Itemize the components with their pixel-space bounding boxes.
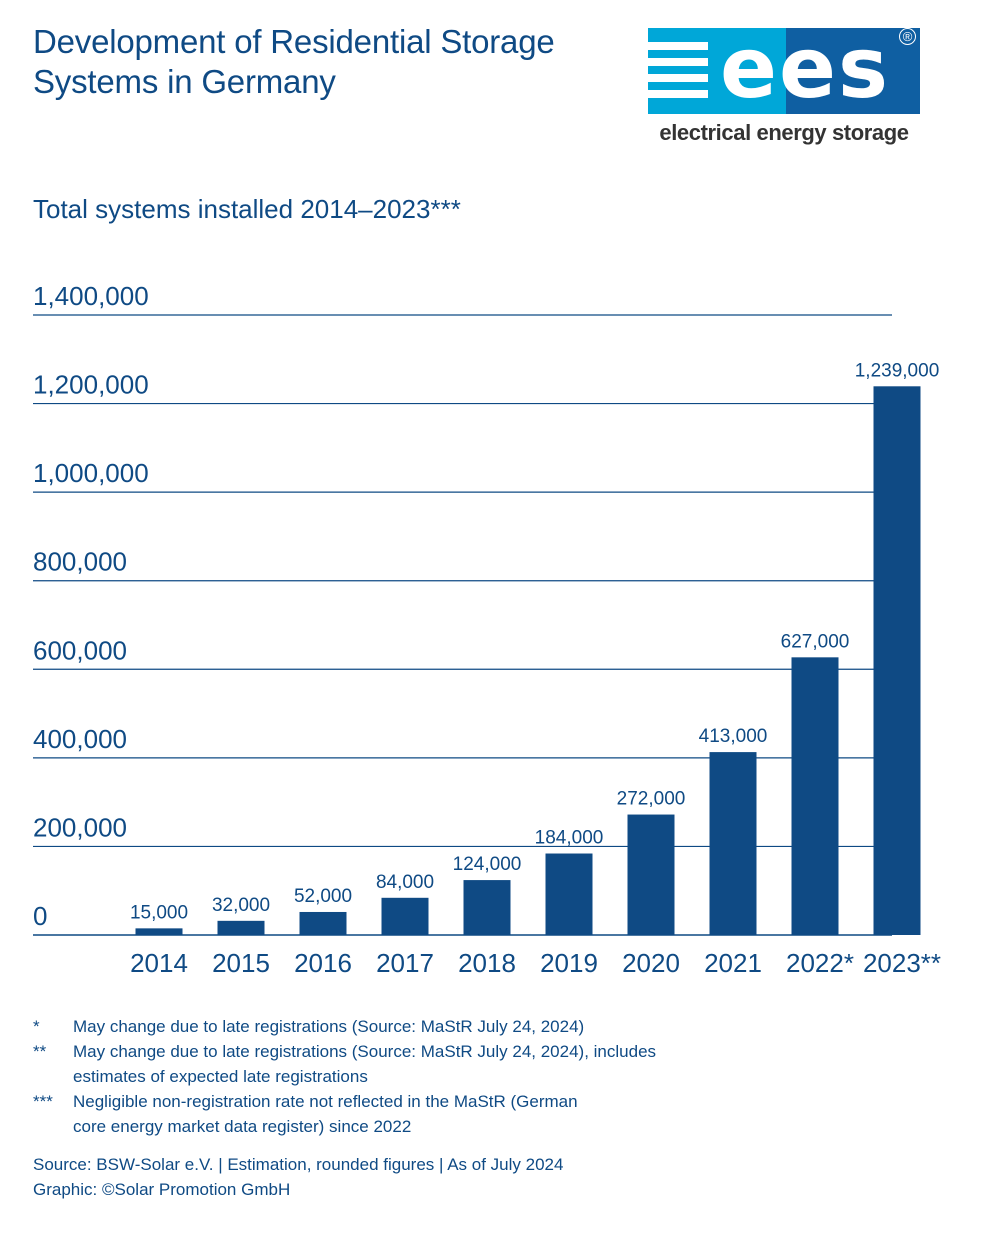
- source-line: Source: BSW-Solar e.V. | Estimation, rou…: [33, 1155, 564, 1174]
- bar: [545, 853, 593, 935]
- bar: [627, 814, 675, 935]
- y-tick-label: 1,000,000: [33, 458, 149, 488]
- bar-chart: 0 200,000 400,000 600,000 800,000 1,000,000 1,…: [33, 281, 941, 978]
- bar: [709, 752, 757, 935]
- x-tick-label: 2022*: [786, 948, 854, 978]
- logo-box: ees ®: [648, 20, 920, 116]
- source-info: Source: BSW-Solar e.V. | Estimation, rou…: [33, 1152, 563, 1202]
- x-tick-label: 2014: [130, 948, 188, 978]
- data-label: 413,000: [699, 726, 768, 747]
- footnote-text: Negligible non-registration rate not ref…: [73, 1092, 578, 1136]
- footnote-mark: *: [33, 1017, 40, 1036]
- x-tick-label: 2016: [294, 948, 352, 978]
- footnotes: * May change due to late registrations (…: [33, 1014, 713, 1139]
- x-tick-label: 2023**: [863, 948, 941, 978]
- x-tick-label: 2020: [622, 948, 680, 978]
- bar: [791, 657, 839, 935]
- registered-mark: ®: [899, 28, 916, 45]
- data-label: 15,000: [130, 902, 188, 923]
- data-label: 124,000: [453, 854, 522, 875]
- bar: [135, 928, 183, 935]
- data-label: 184,000: [535, 828, 604, 849]
- bar: [463, 880, 511, 935]
- logo-letters: ees: [720, 19, 890, 117]
- footnote-mark: **: [33, 1042, 47, 1061]
- bar: [873, 386, 921, 935]
- ees-logo: ees ® electrical energy storage: [648, 20, 920, 152]
- footnote-mark: ***: [33, 1092, 53, 1111]
- chart-subtitle: Total systems installed 2014–2023***: [33, 194, 461, 224]
- logo-tagline: electrical energy storage: [659, 120, 909, 145]
- bar: [299, 911, 347, 935]
- x-tick-label: 2019: [540, 948, 598, 978]
- y-tick-label: 400,000: [33, 724, 127, 754]
- x-tick-label: 2021: [704, 948, 762, 978]
- y-tick-label: 200,000: [33, 812, 127, 842]
- y-tick-label: 0: [33, 901, 47, 931]
- y-tick-label: 800,000: [33, 547, 127, 577]
- y-tick-label: 1,400,000: [33, 281, 149, 311]
- graphic-credit: Graphic: ©Solar Promotion GmbH: [33, 1180, 291, 1199]
- data-label: 272,000: [617, 789, 686, 810]
- x-tick-label: 2018: [458, 948, 516, 978]
- data-label: 627,000: [781, 631, 850, 652]
- y-tick-label: 1,200,000: [33, 370, 149, 400]
- footnote: *** Negligible non-registration rate not…: [33, 1089, 713, 1139]
- data-label: 84,000: [376, 872, 434, 893]
- bar: [217, 920, 265, 935]
- data-label: 52,000: [294, 886, 352, 907]
- x-tick-label: 2017: [376, 948, 434, 978]
- footnote: ** May change due to late registrations …: [33, 1039, 713, 1089]
- footnote-text: May change due to late registrations (So…: [73, 1042, 657, 1086]
- x-tick-label: 2015: [212, 948, 270, 978]
- data-label: 32,000: [212, 895, 270, 916]
- y-tick-label: 600,000: [33, 635, 127, 665]
- footnote-text: May change due to late registrations (So…: [73, 1017, 585, 1036]
- footnote: * May change due to late registrations (…: [33, 1014, 713, 1039]
- chart-title: Development of Residential Storage Syste…: [33, 23, 555, 100]
- data-label: 1,239,000: [855, 360, 940, 381]
- bar: [381, 897, 429, 935]
